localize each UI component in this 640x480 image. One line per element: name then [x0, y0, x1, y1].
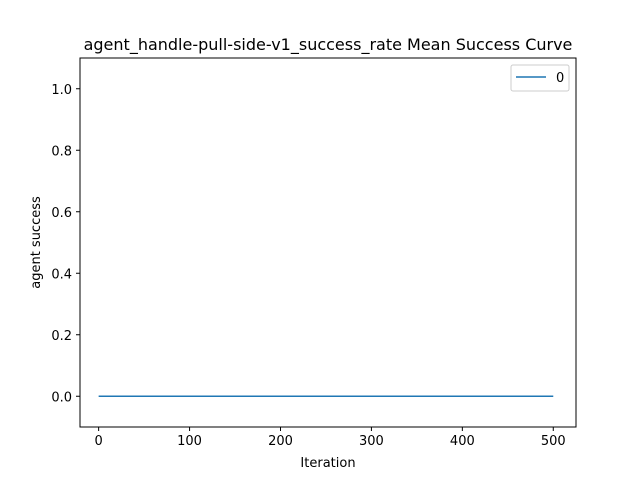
plot-frame — [79, 57, 577, 428]
y-tick-label: 0.6 — [51, 206, 72, 221]
y-tick-label: 0.4 — [51, 267, 72, 282]
tick-layer: 0 100 200 300 400 500 0.0 0.2 0.4 0.6 0.8 1.0 — [51, 83, 565, 449]
y-tick-label: 0.8 — [51, 144, 72, 159]
x-tick-label: 400 — [450, 434, 475, 449]
y-axis-label: agent success — [29, 196, 44, 289]
plot-area — [80, 58, 576, 427]
y-tick-label: 0.0 — [51, 390, 72, 405]
legend-box — [510, 64, 570, 92]
x-axis-label: Iteration — [300, 456, 355, 471]
y-tick-label: 0.2 — [51, 329, 72, 344]
chart-title: agent_handle-pull-side-v1_success_rate M… — [84, 35, 573, 55]
x-tick-label: 300 — [359, 434, 384, 449]
x-tick-label: 500 — [541, 434, 566, 449]
legend: 0 — [510, 64, 570, 92]
legend-label: 0 — [556, 71, 564, 86]
x-tick-label: 0 — [94, 434, 102, 449]
x-tick-label: 100 — [177, 434, 202, 449]
y-tick-label: 1.0 — [51, 83, 72, 98]
x-tick-label: 200 — [268, 434, 293, 449]
